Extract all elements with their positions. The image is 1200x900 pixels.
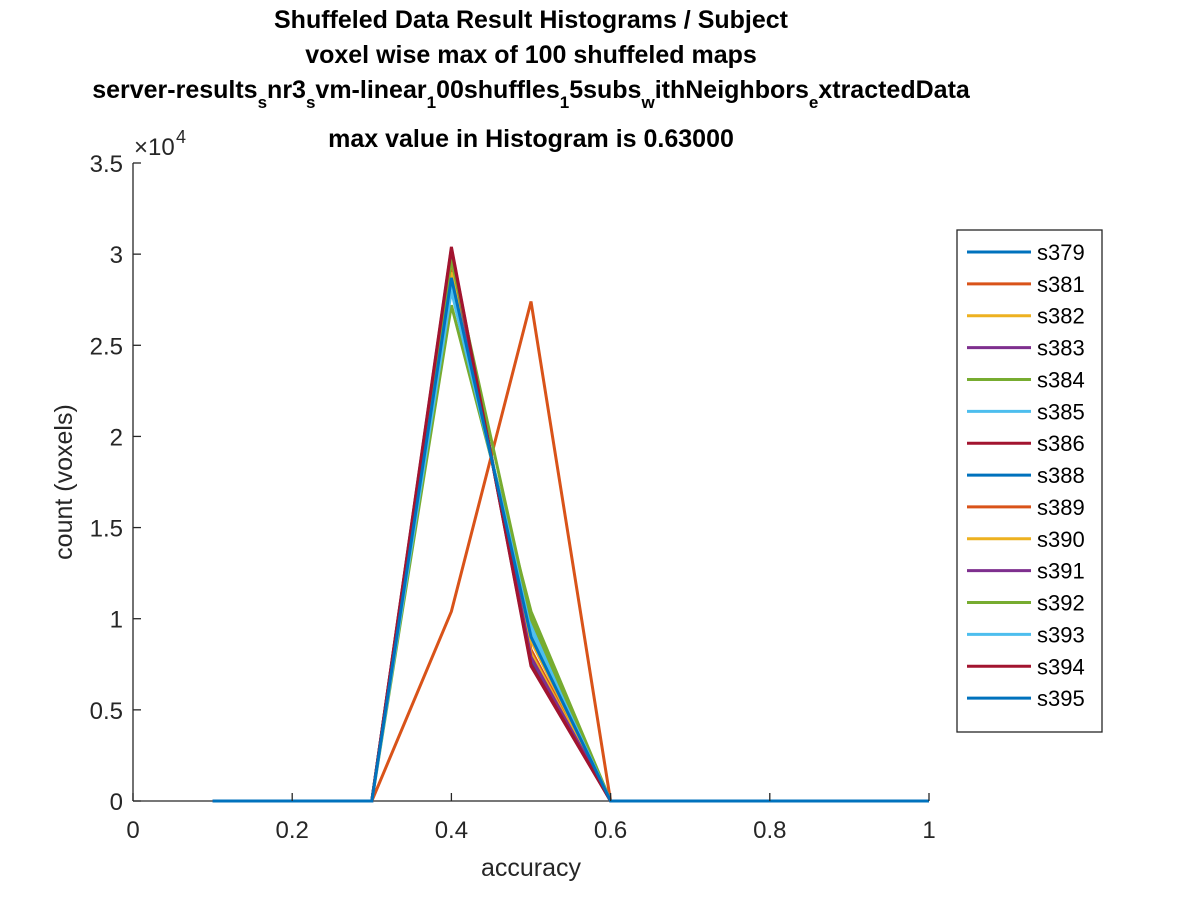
x-tick-label: 1 (922, 817, 935, 844)
title-path-segment: s (306, 93, 315, 112)
title-line-1: Shuffeled Data Result Histograms / Subje… (274, 6, 789, 34)
legend-label-s391: s391 (1037, 559, 1085, 584)
title-path-segment: e (809, 93, 818, 112)
legend-label-s390: s390 (1037, 527, 1085, 552)
series-line-s395 (212, 277, 929, 803)
y-tick-label: 1.5 (90, 516, 123, 543)
x-axis-label: accuracy (481, 854, 582, 882)
title-path-segment: 1 (560, 93, 569, 112)
legend-label-s384: s384 (1037, 367, 1085, 392)
legend-label-s392: s392 (1037, 591, 1085, 616)
chart-title: Shuffeled Data Result Histograms / Subje… (92, 6, 971, 153)
y-exponent-power: 4 (176, 127, 186, 147)
legend-box (956, 229, 1103, 733)
legend-label-s381: s381 (1037, 272, 1085, 297)
y-tick-label: 3 (110, 242, 123, 269)
title-line-3: server-resultssnr3svm-linear100shuffles1… (92, 76, 971, 112)
data-series (212, 246, 929, 803)
title-path-segment: 00shuffles (436, 76, 560, 104)
y-tick-label: 2.5 (90, 333, 123, 360)
title-line-2: voxel wise max of 100 shuffeled maps (305, 41, 757, 69)
title-path-segment: 5subs (569, 76, 641, 104)
y-exponent-base: ×10 (134, 134, 175, 161)
legend-label-s382: s382 (1037, 304, 1085, 329)
title-path-segment: 1 (427, 93, 436, 112)
title-path-segment: ithNeighbors (655, 76, 809, 104)
title-path-segment: vm-linear (315, 76, 426, 104)
title-path-segment: xtractedData (818, 76, 971, 104)
legend-label-s395: s395 (1037, 686, 1085, 711)
legend-label-s386: s386 (1037, 431, 1085, 456)
y-tick-label: 1 (110, 607, 123, 634)
x-tick-label: 0.4 (435, 817, 468, 844)
title-path-segment: w (640, 93, 655, 112)
legend-label-s379: s379 (1037, 240, 1085, 265)
title-path-segment: server-results (92, 76, 257, 104)
x-tick-label: 0 (126, 817, 139, 844)
legend-label-s389: s389 (1037, 495, 1085, 520)
legend-label-s393: s393 (1037, 622, 1085, 647)
legend-label-s383: s383 (1037, 336, 1085, 361)
x-tick-label: 0.8 (753, 817, 786, 844)
title-path-segment: nr3 (267, 76, 306, 104)
axis-ticks: 0 0.2 0.4 0.6 0.8 1 0 0.5 1 1.5 2 2.5 3 3.5 (90, 151, 936, 844)
legend-label-s385: s385 (1037, 399, 1085, 424)
legend-label-s394: s394 (1037, 654, 1085, 679)
y-tick-label: 2 (110, 424, 123, 451)
title-line-4: max value in Histogram is 0.63000 (328, 125, 734, 153)
y-axis-label: count (voxels) (50, 404, 78, 560)
legend: s379 s381 s382 s383 s384 s385 s386 s388 s389 s390… (956, 229, 1103, 733)
x-tick-label: 0.6 (594, 817, 627, 844)
legend-label-s388: s388 (1037, 463, 1085, 488)
y-tick-label: 0.5 (90, 698, 123, 725)
title-path-segment: s (258, 93, 267, 112)
y-tick-label: 0 (110, 789, 123, 816)
y-axis-exponent: ×10 4 (134, 127, 186, 161)
plot-axes (132, 163, 929, 802)
y-tick-label: 3.5 (90, 151, 123, 178)
x-tick-label: 0.2 (276, 817, 309, 844)
